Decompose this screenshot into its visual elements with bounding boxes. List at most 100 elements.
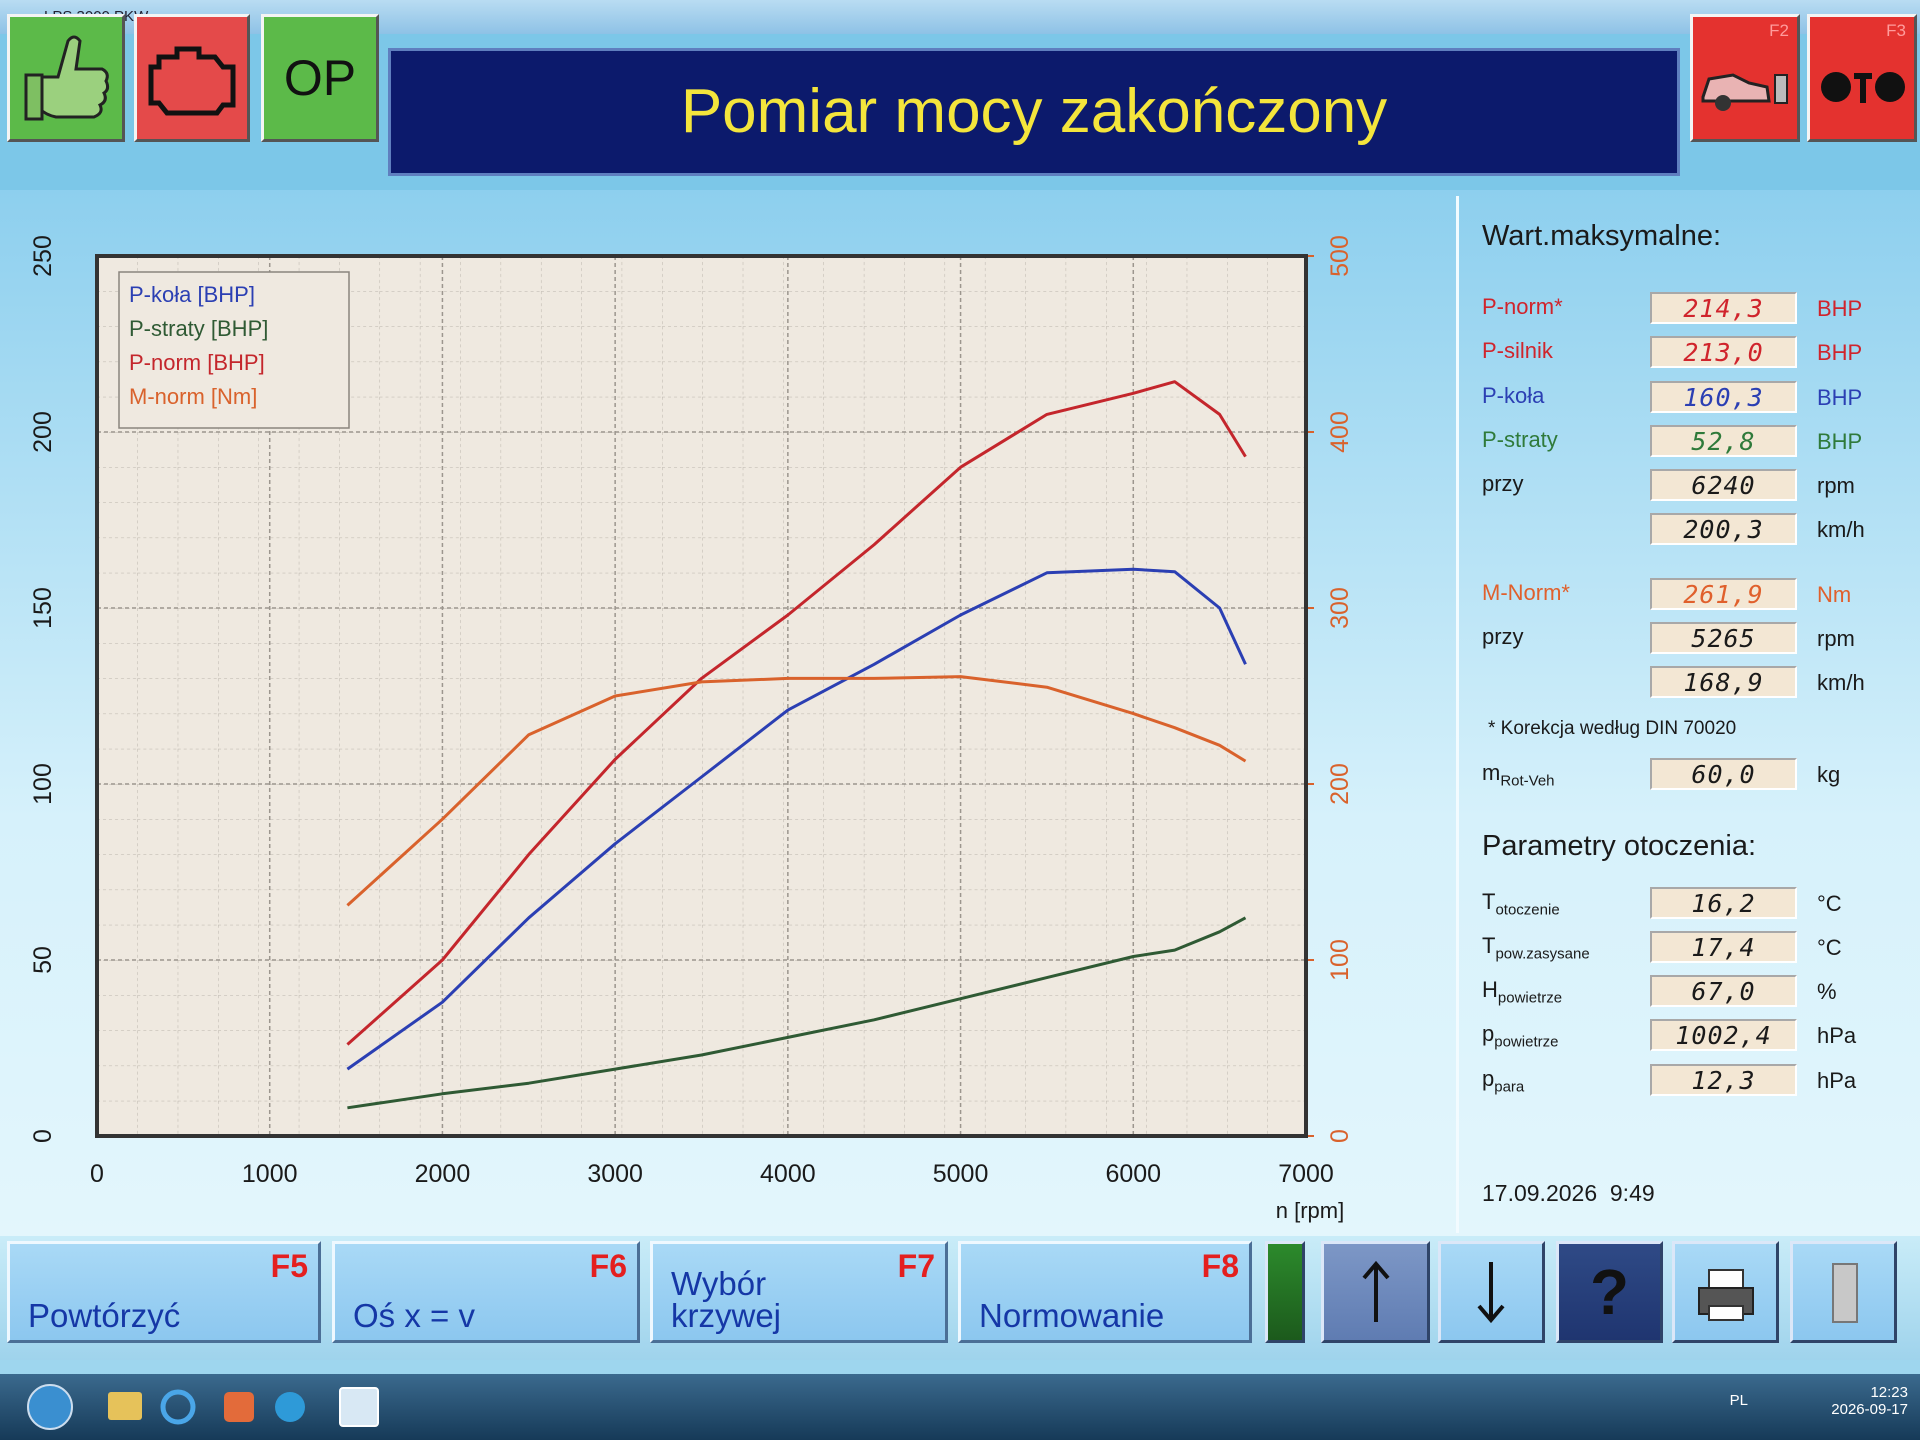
print-button[interactable] [1672, 1241, 1779, 1343]
x-tick-label: 2000 [415, 1160, 471, 1188]
row-label: P-koła [1482, 383, 1544, 409]
help-button[interactable]: ? [1556, 1241, 1663, 1343]
thumbs-up-icon [24, 35, 110, 121]
row-label: ppara [1482, 1066, 1524, 1095]
function-label: Oś x = v [353, 1297, 475, 1334]
row-label: przy [1482, 471, 1524, 497]
y-tick-label: 150 [29, 587, 57, 629]
taskbar-icons [27, 1384, 379, 1430]
function-button[interactable]: F5 Powtórzyć [7, 1241, 321, 1343]
row-value: 6240 [1650, 469, 1797, 501]
x-tick-label: 3000 [587, 1160, 643, 1188]
ok-button[interactable] [7, 14, 125, 142]
row-unit: rpm [1817, 626, 1855, 651]
y2-tick-label: 500 [1326, 235, 1354, 277]
row-label-sub: powietrze [1494, 1033, 1559, 1051]
legend-entry: P-koła [BHP] [129, 282, 255, 307]
row-unit: hPa [1817, 1068, 1857, 1093]
x-axis-label: n [rpm] [1276, 1198, 1344, 1223]
panel-heading: Wart.maksymalne: [1482, 220, 1722, 252]
down-arrow-icon [1477, 1262, 1505, 1324]
row-label: M-Norm* [1482, 580, 1570, 606]
y2-tick-label: 100 [1326, 939, 1354, 981]
y2-tick-label: 400 [1326, 411, 1354, 453]
row-label: P-straty [1482, 427, 1558, 453]
function-button[interactable]: F7 Wybór krzywej [650, 1241, 948, 1343]
y-tick-label: 0 [29, 1129, 57, 1143]
row-value: 60,0 [1650, 758, 1797, 790]
legend-entry: M-norm [Nm] [129, 384, 257, 409]
row-label-text: p [1482, 1066, 1495, 1091]
row-unit: BHP [1817, 429, 1863, 454]
op-button[interactable]: OP [261, 14, 379, 142]
row-label-text: p [1482, 1021, 1495, 1046]
down-button[interactable] [1438, 1241, 1545, 1343]
row-label-text: P-koła [1482, 383, 1545, 408]
env-heading: Parametry otoczenia: [1482, 830, 1757, 862]
row-label-text: m [1482, 760, 1501, 785]
clock-time: 12:23 [1870, 1384, 1908, 1401]
row-label: ppowietrze [1482, 1021, 1558, 1050]
row-label-text: przy [1482, 624, 1524, 649]
status-banner: Pomiar mocy zakończony [388, 48, 1680, 176]
row-unit: BHP [1817, 296, 1863, 321]
row-unit: BHP [1817, 340, 1863, 365]
system-tray: PL 12:23 2026-09-17 [1730, 1378, 1908, 1418]
up-button[interactable] [1321, 1241, 1430, 1343]
help-label: ? [1589, 1256, 1630, 1328]
row-label: Hpowietrze [1482, 977, 1562, 1006]
row-value: 17,4 [1650, 931, 1797, 963]
x-tick-label: 5000 [933, 1160, 989, 1188]
engine-icon [148, 46, 236, 116]
row-label: Totoczenie [1482, 889, 1560, 918]
engine-button[interactable] [134, 14, 250, 142]
row-value: 200,3 [1650, 513, 1797, 545]
row-label-sub: para [1494, 1078, 1525, 1096]
x-tick-label: 7000 [1278, 1160, 1334, 1188]
row-label-sub: powietrze [1497, 989, 1563, 1007]
y-tick-label: 50 [29, 946, 57, 974]
row-label: Tpow.zasysane [1482, 933, 1590, 962]
row-value: 213,0 [1650, 336, 1797, 368]
row-value: 67,0 [1650, 975, 1797, 1007]
row-unit: kg [1817, 762, 1841, 787]
legend-box [118, 271, 350, 429]
f3-key: F3 [1886, 21, 1906, 40]
row-value: 160,3 [1650, 381, 1797, 413]
f2-button[interactable]: F2 [1690, 14, 1800, 142]
printer-icon [1698, 1269, 1754, 1321]
x-tick-label: 4000 [760, 1160, 816, 1188]
chart: 0 1000 2000 3000 4000 5000 6000 700005010015020… [29, 235, 1354, 1223]
row-unit: hPa [1817, 1023, 1857, 1048]
row-unit: °C [1817, 935, 1842, 960]
row-value: 1002,4 [1650, 1019, 1797, 1051]
function-label: Powtórzyć [28, 1297, 181, 1334]
row-label: P-silnik [1482, 338, 1553, 364]
row-label-sub: Rot-Veh [1500, 772, 1555, 790]
row-unit: % [1817, 979, 1837, 1004]
row-unit: rpm [1817, 473, 1855, 498]
row-unit: °C [1817, 891, 1842, 916]
legend-entry: P-norm [BHP] [129, 350, 265, 375]
row-value: 214,3 [1650, 292, 1797, 324]
function-button[interactable]: F6 Oś x = v [332, 1241, 640, 1343]
f2-key: F2 [1769, 21, 1789, 40]
row-unit: km/h [1817, 517, 1865, 542]
row-value: 168,9 [1650, 666, 1797, 698]
exit-button[interactable] [1790, 1241, 1897, 1343]
f3-button[interactable]: F3 [1807, 14, 1917, 142]
row-label-sub: pow.zasysane [1495, 945, 1590, 963]
function-key: F8 [1201, 1248, 1239, 1284]
row-label-sub: otoczenie [1495, 901, 1560, 919]
function-button[interactable]: F8 Normowanie [958, 1241, 1252, 1343]
up-arrow-icon [1362, 1260, 1390, 1322]
row-value: 16,2 [1650, 887, 1797, 919]
row-label: mRot-Veh [1482, 760, 1555, 789]
op-label: OP [283, 50, 357, 106]
chart-area: 0 1000 2000 3000 4000 5000 6000 7000 0 50 100 150 20… [7, 196, 1459, 1233]
row-label-text: M-Norm* [1482, 580, 1570, 605]
row-unit: Nm [1817, 582, 1852, 607]
function-label: Wybór krzywej [671, 1265, 782, 1334]
